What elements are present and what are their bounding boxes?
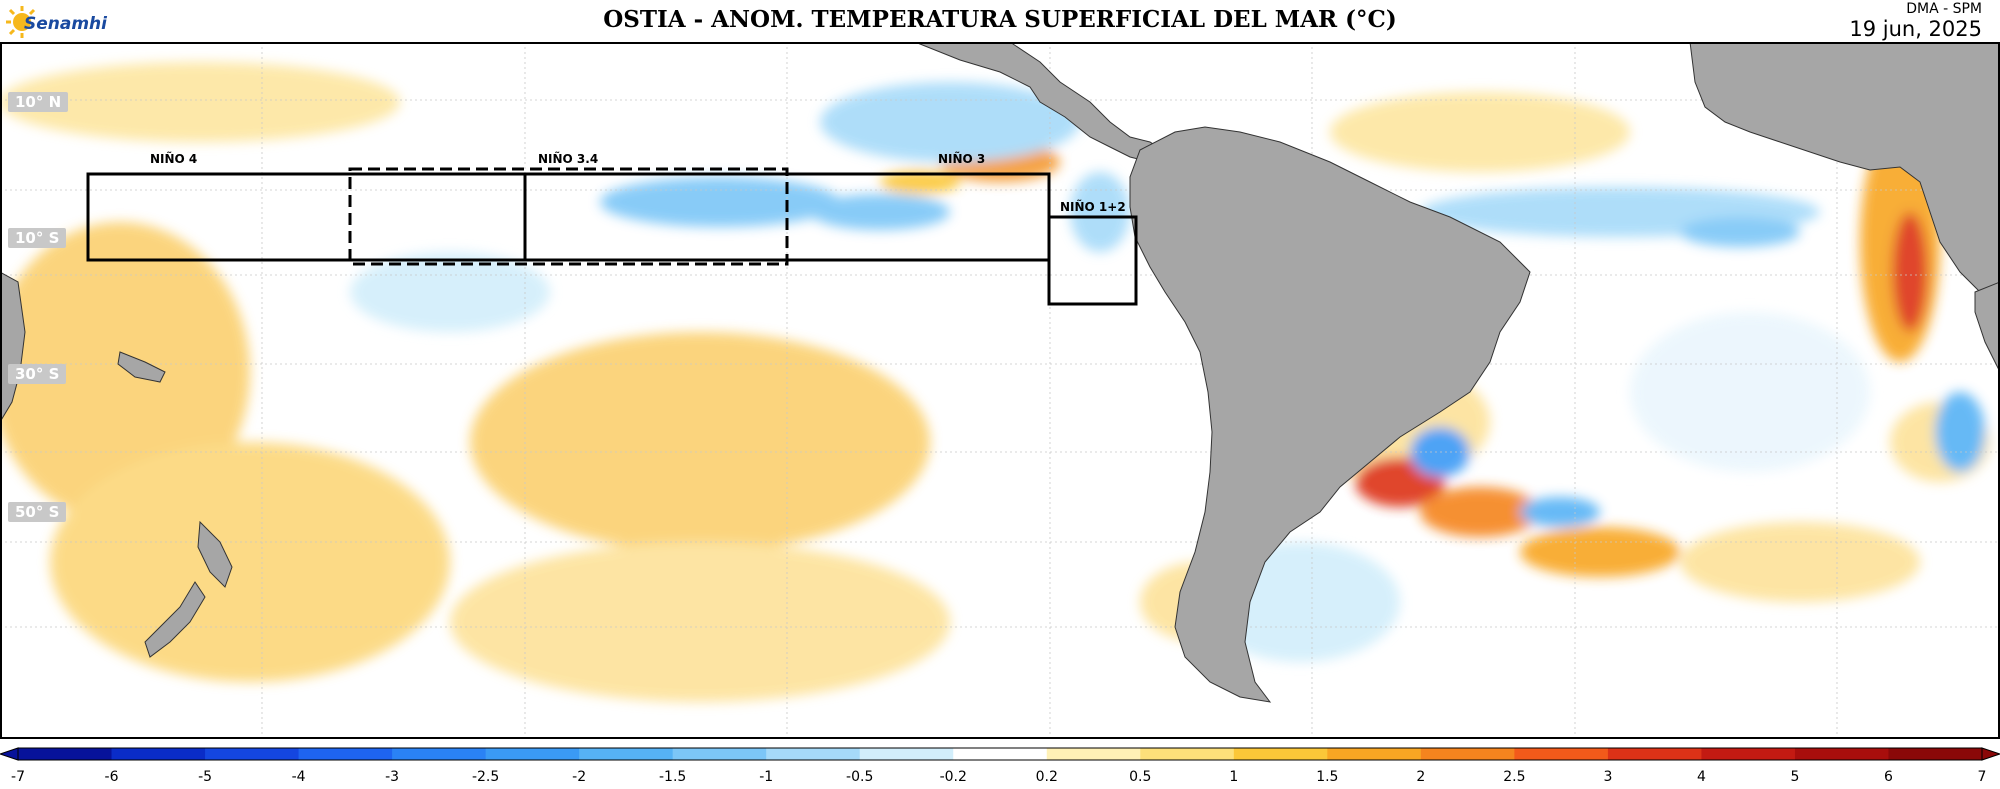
colorbar-segment — [579, 748, 674, 760]
colorbar-segment — [1514, 748, 1609, 760]
anomaly-field — [0, 62, 1990, 702]
colorbar-tick-label: 3 — [1603, 769, 1612, 785]
colorbar-tick-label: -3 — [385, 769, 399, 785]
colorbar-tick-label: -7 — [11, 769, 25, 785]
map-title: OSTIA - ANOM. TEMPERATURA SUPERFICIAL DE… — [603, 6, 1397, 33]
region-label-nino-34: NIÑO 3.4 — [538, 151, 598, 166]
lat-label-30s: 30° S — [8, 364, 67, 384]
colorbar-tick-label: 0.2 — [1036, 769, 1058, 785]
new-zealand-north — [197, 520, 233, 588]
south-america — [1129, 126, 1531, 703]
colorbar-segment — [205, 748, 300, 760]
nino-34-box — [348, 167, 789, 266]
colorbar-segment — [298, 748, 393, 760]
senamhi-logo: Senamhi — [4, 4, 114, 40]
colorbar-segment — [1046, 748, 1141, 760]
colorbar-tick-label: -1.5 — [659, 769, 686, 785]
colorbar-tick-label: 2 — [1416, 769, 1425, 785]
colorbar-tick-label: -4 — [292, 769, 306, 785]
colorbar-tick-label: -1 — [759, 769, 773, 785]
colorbar-tick-label: 7 — [1978, 769, 1987, 785]
colorbar-extend-left — [0, 747, 19, 761]
region-label-nino-12: NIÑO 1+2 — [1060, 199, 1126, 214]
region-label-nino-3: NIÑO 3 — [938, 151, 985, 166]
colorbar-segment — [1794, 748, 1889, 760]
colorbar-segment — [1327, 748, 1422, 760]
colorbar-tick-label: 5 — [1790, 769, 1799, 785]
header: Senamhi OSTIA - ANOM. TEMPERATURA SUPERF… — [0, 0, 2000, 42]
colorbar-segment — [392, 748, 487, 760]
colorbar-frame — [17, 747, 1983, 761]
colorbar-segment — [1140, 748, 1235, 760]
sst-anomaly-map: NIÑO 4 NIÑO 3.4 NIÑO 3 NIÑO 1+2 10° N 10… — [0, 41, 2000, 739]
colorbar-segment — [485, 748, 580, 760]
colorbar-segment — [672, 748, 767, 760]
colorbar-segment — [1420, 748, 1515, 760]
colorbar-tick-label: -6 — [105, 769, 119, 785]
colorbar-tick-label: -2 — [572, 769, 586, 785]
map-frame — [0, 42, 2000, 739]
region-label-nino-4: NIÑO 4 — [150, 151, 197, 166]
nino-12-box — [1047, 215, 1138, 306]
agency-label: DMA - SPM — [1906, 1, 1982, 17]
lat-label-10n: 10° N — [8, 92, 69, 112]
colorbar-tick-label: -2.5 — [472, 769, 499, 785]
colorbar-tick-label: 4 — [1697, 769, 1706, 785]
colorbar-tick-label: -0.5 — [846, 769, 873, 785]
colorbar-tick-label: 0.5 — [1129, 769, 1151, 785]
colorbar-tick-label: -5 — [198, 769, 212, 785]
sun-icon — [6, 6, 36, 38]
colorbar-segment — [1607, 748, 1702, 760]
colorbar-tick-label: 1 — [1229, 769, 1238, 785]
new-zealand-south — [144, 581, 206, 658]
colorbar: -7 -6 -5 -4 -3 -2.5 -2 -1.5 -1 -0.5 -0.2 0.2 0.5 1 1.5… — [0, 746, 2000, 785]
colorbar-tick-label: -0.2 — [940, 769, 967, 785]
lat-label-50s: 50° S — [8, 502, 67, 522]
colorbar-tick-label: 1.5 — [1316, 769, 1338, 785]
colorbar-segment — [766, 748, 861, 760]
date-label: 19 jun, 2025 — [1849, 17, 1982, 41]
papua — [117, 351, 166, 383]
colorbar-segment — [111, 748, 206, 760]
colorbar-segment — [1888, 748, 1983, 760]
colorbar-segment — [1233, 748, 1328, 760]
colorbar-segment — [953, 748, 1048, 760]
land — [0, 41, 2000, 703]
colorbar-tick-label: 2.5 — [1503, 769, 1525, 785]
map-canvas: NIÑO 4 NIÑO 3.4 NIÑO 3 NIÑO 1+2 — [0, 41, 2000, 739]
lat-label-10s: 10° S — [8, 228, 67, 248]
colorbar-canvas: -7 -6 -5 -4 -3 -2.5 -2 -1.5 -1 -0.5 -0.2 0.2 0.5 1 1.5… — [0, 747, 2000, 785]
colorbar-segment — [1701, 748, 1796, 760]
southern-africa — [1974, 281, 2000, 373]
colorbar-segment — [859, 748, 954, 760]
colorbar-tick-label: 6 — [1884, 769, 1893, 785]
colorbar-segment — [18, 748, 113, 760]
nino-regions — [86, 167, 1138, 306]
colorbar-extend-right — [1981, 747, 2000, 761]
logo-text: Senamhi — [24, 14, 107, 34]
